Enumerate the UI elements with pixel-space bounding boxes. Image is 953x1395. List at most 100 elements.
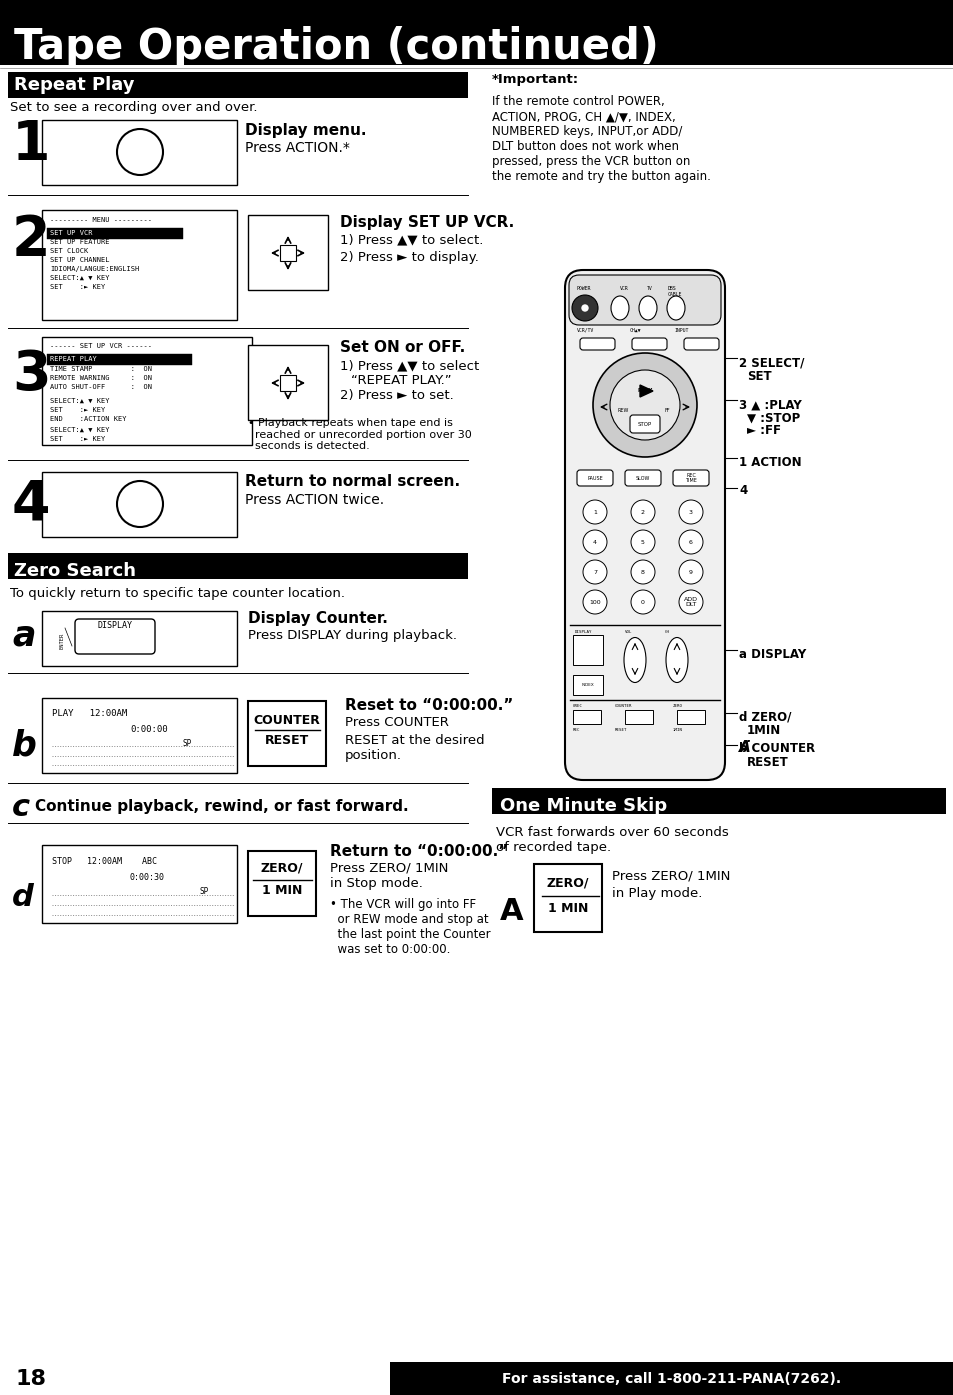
Text: SELECT:▲ ▼ KEY: SELECT:▲ ▼ KEY <box>50 275 110 280</box>
Text: :  OFF: : OFF <box>152 356 177 361</box>
Bar <box>8 552 468 579</box>
Bar <box>42 472 236 537</box>
Text: REW: REW <box>617 407 628 413</box>
Bar <box>0 1362 953 1395</box>
Circle shape <box>117 481 163 527</box>
Text: SELECT:▲ ▼ KEY: SELECT:▲ ▼ KEY <box>50 398 110 405</box>
Text: REMOTE WARNING     :  ON: REMOTE WARNING : ON <box>50 375 152 381</box>
Text: 0:00:00: 0:00:00 <box>130 724 168 734</box>
Bar <box>47 227 183 239</box>
Text: --------- MENU ---------: --------- MENU --------- <box>50 218 152 223</box>
Text: RESET: RESET <box>746 756 788 769</box>
Text: Press ACTION.*: Press ACTION.* <box>245 141 350 155</box>
Text: SET    :► KEY: SET :► KEY <box>50 437 105 442</box>
Text: Press ACTION twice.: Press ACTION twice. <box>245 492 384 506</box>
Text: • The VCR will go into FF
  or REW mode and stop at
  the last point the Counter: • The VCR will go into FF or REW mode an… <box>330 898 490 956</box>
Text: CH▲▼: CH▲▼ <box>629 328 640 332</box>
Text: 4: 4 <box>593 540 597 544</box>
Text: ADD
DLT: ADD DLT <box>683 597 698 607</box>
Text: SET: SET <box>746 370 771 382</box>
Text: Repeat Play: Repeat Play <box>14 75 134 93</box>
Text: 9: 9 <box>688 569 692 575</box>
Text: RESET: RESET <box>265 734 309 746</box>
Text: 7: 7 <box>593 569 597 575</box>
Text: STOP   12:00AM    ABC: STOP 12:00AM ABC <box>52 857 157 865</box>
Text: Press DISPLAY during playback.: Press DISPLAY during playback. <box>248 629 456 643</box>
Text: SELECT:▲ ▼ KEY: SELECT:▲ ▼ KEY <box>50 427 110 432</box>
Text: 5: 5 <box>640 540 644 544</box>
Text: PLAY   12:00AM: PLAY 12:00AM <box>52 709 127 717</box>
Text: REPEAT PLAY: REPEAT PLAY <box>50 356 96 361</box>
Text: 1: 1 <box>593 509 597 515</box>
Circle shape <box>117 128 163 174</box>
Text: INDEX: INDEX <box>581 684 594 686</box>
Text: VCR fast forwards over 60 seconds
of recorded tape.: VCR fast forwards over 60 seconds of rec… <box>496 826 728 854</box>
Text: ▼ :STOP: ▼ :STOP <box>746 412 800 424</box>
FancyBboxPatch shape <box>683 338 719 350</box>
FancyBboxPatch shape <box>75 619 154 654</box>
Text: Zero Search: Zero Search <box>14 562 136 580</box>
Circle shape <box>572 294 598 321</box>
Text: SET UP VCR: SET UP VCR <box>50 230 92 236</box>
Circle shape <box>630 590 655 614</box>
Text: VCR: VCR <box>619 286 628 290</box>
Text: OREC: OREC <box>573 704 582 709</box>
Circle shape <box>630 559 655 585</box>
Circle shape <box>582 590 606 614</box>
Text: 2) Press ► to display.: 2) Press ► to display. <box>339 251 478 264</box>
Text: Return to normal screen.: Return to normal screen. <box>245 474 459 490</box>
Text: 2: 2 <box>640 509 644 515</box>
Bar <box>573 675 602 695</box>
Text: 2 SELECT/: 2 SELECT/ <box>739 357 803 370</box>
Text: 1 MIN: 1 MIN <box>261 884 302 897</box>
Text: ENTER: ENTER <box>60 633 65 649</box>
Circle shape <box>679 559 702 585</box>
Text: d: d <box>12 883 34 912</box>
Bar <box>248 215 328 290</box>
Circle shape <box>679 530 702 554</box>
Circle shape <box>593 353 697 458</box>
Text: If the remote control POWER,
ACTION, PROG, CH ▲/▼, INDEX,
NUMBERED keys, INPUT,o: If the remote control POWER, ACTION, PRO… <box>492 95 710 183</box>
FancyBboxPatch shape <box>564 271 724 780</box>
Text: VOL: VOL <box>624 631 632 633</box>
Text: 6: 6 <box>688 540 692 544</box>
Bar <box>492 788 945 815</box>
Text: SP: SP <box>200 886 209 896</box>
Text: POWER: POWER <box>577 286 591 290</box>
Text: 4: 4 <box>12 478 51 531</box>
FancyBboxPatch shape <box>629 414 659 432</box>
Text: Return to “0:00:00.”: Return to “0:00:00.” <box>330 844 508 858</box>
Bar <box>42 698 236 773</box>
Text: CH: CH <box>664 631 669 633</box>
Bar <box>573 635 602 665</box>
Text: 0:00:30: 0:00:30 <box>130 872 165 882</box>
Text: SET CLOCK: SET CLOCK <box>50 248 89 254</box>
Text: Tape Operation (continued): Tape Operation (continued) <box>14 27 659 68</box>
Text: VCR/TV: VCR/TV <box>577 328 594 332</box>
Bar <box>248 851 315 917</box>
Text: • Playback repeats when tape end is
  reached or unrecorded portion over 30
  se: • Playback repeats when tape end is reac… <box>248 418 471 451</box>
Text: TIME STAMP         :  ON: TIME STAMP : ON <box>50 365 152 372</box>
Text: c: c <box>12 792 30 822</box>
Ellipse shape <box>639 296 657 319</box>
Ellipse shape <box>623 638 645 682</box>
FancyBboxPatch shape <box>624 470 660 485</box>
Text: 1) Press ▲▼ to select: 1) Press ▲▼ to select <box>339 360 478 372</box>
Text: Display Counter.: Display Counter. <box>248 611 388 625</box>
Text: ------ SET UP VCR ------: ------ SET UP VCR ------ <box>50 343 152 349</box>
Bar <box>624 710 652 724</box>
Text: Display SET UP VCR.: Display SET UP VCR. <box>339 215 514 230</box>
Text: *Important:: *Important: <box>492 74 578 86</box>
Text: SET    :► KEY: SET :► KEY <box>50 285 105 290</box>
Bar <box>390 1362 953 1395</box>
Text: STOP: STOP <box>638 421 652 427</box>
Text: To quickly return to specific tape counter location.: To quickly return to specific tape count… <box>10 586 345 600</box>
FancyBboxPatch shape <box>568 275 720 325</box>
FancyBboxPatch shape <box>631 338 666 350</box>
Bar <box>47 354 192 365</box>
Bar <box>573 710 600 724</box>
FancyBboxPatch shape <box>579 338 615 350</box>
Text: Reset to “0:00:00.”: Reset to “0:00:00.” <box>345 698 513 713</box>
Text: Continue playback, rewind, or fast forward.: Continue playback, rewind, or fast forwa… <box>35 799 408 815</box>
Text: One Minute Skip: One Minute Skip <box>499 797 666 815</box>
